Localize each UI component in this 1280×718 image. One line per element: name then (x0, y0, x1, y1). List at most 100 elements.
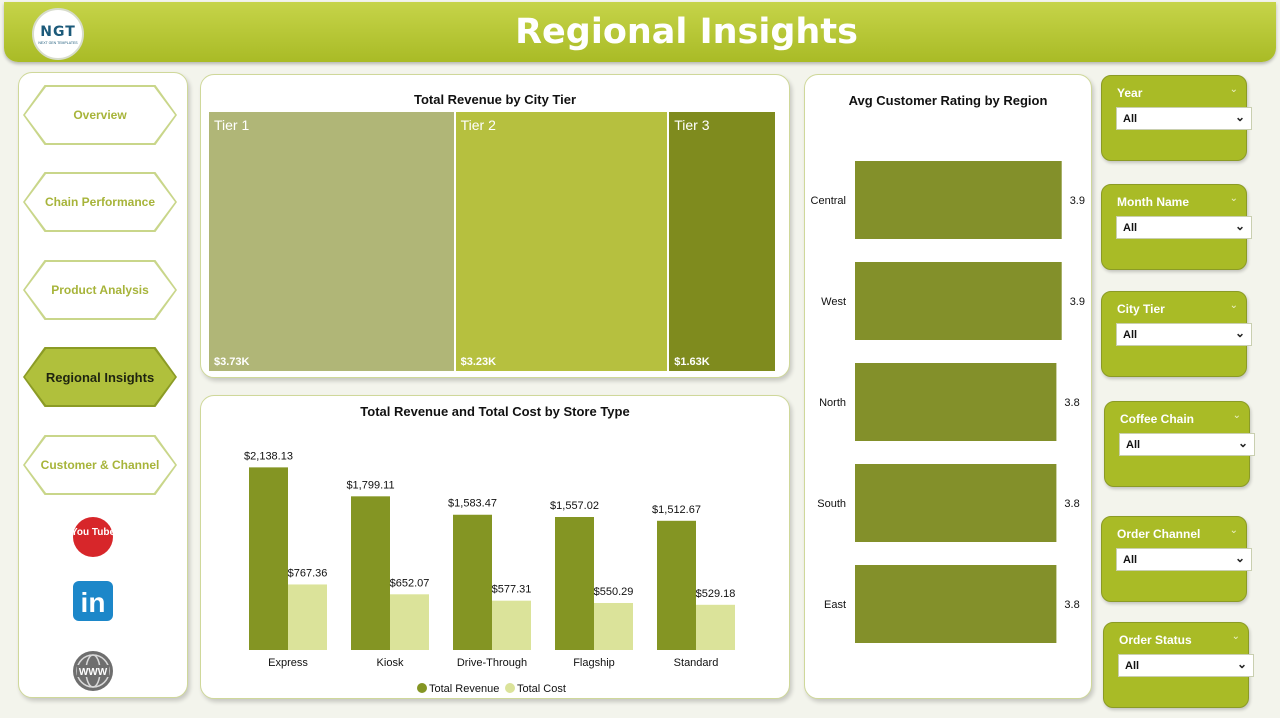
youtube-icon-text-top: You Tube (71, 527, 115, 538)
bar-data-label: $652.07 (390, 577, 430, 589)
nav-customer-channel-button[interactable]: Customer & Channel (23, 435, 177, 495)
www-icon-text: WWW (79, 667, 108, 678)
slicer-order-channel: Order Channel ⌄ All ⌄ (1101, 516, 1252, 602)
treemap-tile-tier-2[interactable]: Tier 2 $3.23K (455, 112, 668, 371)
bar-data-label: $2,138.13 (244, 450, 293, 462)
slicer-city-tier-title: City Tier (1117, 302, 1165, 316)
nav-chain-performance-label: Chain Performance (25, 174, 175, 230)
bar-total-revenue-drive-through[interactable] (453, 514, 492, 650)
rating-category-label: North (819, 397, 846, 409)
legend-label-total-cost: Total Cost (517, 683, 566, 695)
revenue-cost-card: Total Revenue and Total Cost by Store Ty… (200, 395, 790, 699)
treemap-tile-tier-1[interactable]: Tier 1 $3.73K (209, 112, 454, 371)
bar-data-label: $1,583.47 (448, 498, 497, 510)
treemap-title: Total Revenue by City Tier (413, 92, 577, 107)
order-channel-dropdown-value: All (1123, 554, 1138, 566)
bar-data-label: $767.36 (288, 567, 328, 579)
rating-bar-central[interactable] (855, 161, 1062, 239)
treemap-tile-value: $3.23K (460, 356, 497, 368)
legend-marker-total-cost (505, 683, 515, 693)
slicer-city-tier: City Tier ⌄ All ⌄ (1101, 291, 1252, 377)
bar-total-cost-flagship[interactable] (594, 602, 633, 650)
year-dropdown-value: All (1123, 113, 1138, 125)
linkedin-icon-text: in (81, 587, 106, 618)
nav-overview-button[interactable]: Overview (23, 85, 177, 145)
treemap-tile-value: $3.73K (214, 356, 250, 368)
order-status-dropdown-value: All (1125, 660, 1140, 672)
globe-www-icon[interactable]: WWW (71, 649, 115, 693)
rating-category-label: South (817, 498, 846, 510)
rating-category-label: West (821, 296, 846, 308)
x-tick-label: Standard (674, 657, 719, 669)
rating-value-label: 3.8 (1064, 498, 1079, 510)
slicer-month-name: Month Name ⌄ All ⌄ (1101, 184, 1252, 270)
bar-total-revenue-express[interactable] (249, 467, 288, 650)
treemap-tile-label: Tier 2 (460, 117, 496, 133)
bar-data-label: $1,512.67 (652, 504, 701, 516)
nav-chain-performance-button[interactable]: Chain Performance (23, 172, 177, 232)
rating-category-label: East (824, 599, 846, 611)
x-tick-label: Express (268, 657, 308, 669)
slicer-order-channel-title: Order Channel (1117, 527, 1201, 541)
month-name-dropdown[interactable]: All ⌄ (1116, 216, 1252, 239)
slicer-coffee-chain-title: Coffee Chain (1120, 412, 1195, 426)
bar-chart-title: Total Revenue and Total Cost by Store Ty… (360, 404, 630, 419)
bar-data-label: $1,799.11 (346, 479, 394, 491)
bar-total-revenue-standard[interactable] (657, 520, 696, 650)
rating-card: Avg Customer Rating by Region Central 3.9… (804, 74, 1092, 699)
chevron-down-icon[interactable]: ⌄ (1232, 410, 1241, 421)
city-tier-dropdown[interactable]: All ⌄ (1116, 323, 1252, 346)
bar-data-label: $1,557.02 (550, 500, 599, 512)
year-dropdown[interactable]: All ⌄ (1116, 107, 1252, 130)
bar-total-cost-drive-through[interactable] (492, 600, 531, 650)
rating-value-label: 3.9 (1070, 195, 1085, 207)
x-tick-label: Flagship (573, 657, 615, 669)
legend-label-total-revenue: Total Revenue (429, 683, 499, 695)
nav-product-analysis-button[interactable]: Product Analysis (23, 260, 177, 320)
slicer-order-status: Order Status ⌄ All ⌄ (1103, 622, 1254, 708)
rating-bar-south[interactable] (855, 464, 1057, 542)
revenue-cost-chart: $2,138.13 $767.36 Express $1,799.11 $652.07 K… (244, 450, 735, 695)
bar-total-cost-express[interactable] (288, 584, 327, 650)
treemap-tile-tier-3[interactable]: Tier 3 $1.63K (669, 112, 775, 371)
nav-overview-label: Overview (25, 87, 175, 143)
order-status-dropdown[interactable]: All ⌄ (1118, 654, 1254, 677)
slicer-coffee-chain: Coffee Chain ⌄ All ⌄ (1104, 401, 1255, 487)
chevron-down-icon: ⌄ (1234, 219, 1245, 233)
chevron-down-icon: ⌄ (1234, 110, 1245, 124)
coffee-chain-dropdown-value: All (1126, 439, 1141, 451)
nav-regional-insights-label: Regional Insights (25, 349, 175, 405)
nav-regional-insights-button[interactable]: Regional Insights (23, 347, 177, 407)
bar-total-cost-standard[interactable] (696, 604, 735, 650)
treemap-tile-label: Tier 3 (674, 117, 710, 133)
coffee-chain-dropdown[interactable]: All ⌄ (1119, 433, 1255, 456)
chevron-down-icon: ⌄ (1234, 326, 1245, 340)
order-channel-dropdown[interactable]: All ⌄ (1116, 548, 1252, 571)
chevron-down-icon[interactable]: ⌄ (1229, 84, 1238, 95)
bar-data-label: $577.31 (492, 584, 532, 596)
chevron-down-icon[interactable]: ⌄ (1229, 525, 1238, 536)
rating-bar-north[interactable] (855, 363, 1057, 441)
bar-total-revenue-flagship[interactable] (555, 517, 594, 650)
rating-bar-west[interactable] (855, 262, 1062, 340)
month-name-dropdown-value: All (1123, 222, 1138, 234)
slicer-month-name-title: Month Name (1117, 195, 1189, 209)
slicer-year-title: Year (1117, 86, 1143, 100)
youtube-icon[interactable]: You Tube (71, 515, 115, 559)
rating-chart: Central 3.9 West 3.9 North 3.8 South 3.8 East 3.8 (811, 161, 1085, 643)
rating-bar-east[interactable] (855, 565, 1057, 643)
chevron-down-icon[interactable]: ⌄ (1231, 631, 1240, 642)
linkedin-icon[interactable]: in (71, 579, 115, 623)
chevron-down-icon[interactable]: ⌄ (1229, 300, 1238, 311)
nav-customer-channel-label: Customer & Channel (25, 437, 175, 493)
page-title: Regional Insights (515, 12, 858, 52)
logo-subtext: NEXT GEN TEMPLATES (38, 40, 78, 45)
chevron-down-icon[interactable]: ⌄ (1229, 193, 1238, 204)
slicer-order-status-title: Order Status (1119, 633, 1192, 647)
bar-total-cost-kiosk[interactable] (390, 594, 429, 650)
slicer-year: Year ⌄ All ⌄ (1101, 75, 1252, 161)
ngt-logo[interactable]: NGT NEXT GEN TEMPLATES (32, 8, 84, 60)
rating-value-label: 3.9 (1070, 296, 1085, 308)
treemap-tile-value: $1.63K (674, 356, 710, 368)
bar-total-revenue-kiosk[interactable] (351, 496, 390, 650)
